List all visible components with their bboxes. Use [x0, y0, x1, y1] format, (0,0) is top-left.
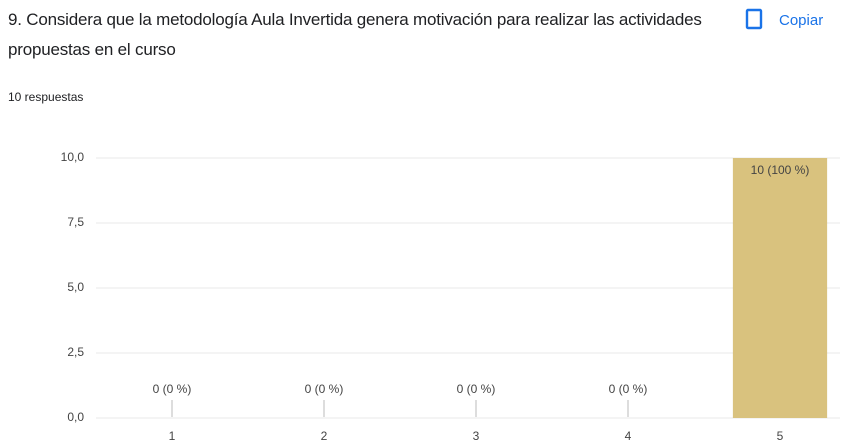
bar: [732, 158, 828, 418]
x-tick-label: 1: [169, 429, 176, 443]
copy-label[interactable]: Copiar: [779, 11, 824, 29]
y-tick-label: 7,5: [67, 215, 84, 229]
y-tick-label: 0,0: [67, 410, 84, 424]
x-tick-label: 3: [473, 429, 480, 443]
value-label: 0 (0 %): [153, 382, 192, 396]
copy-icon: [745, 8, 763, 30]
response-count: 10 respuestas: [8, 90, 84, 104]
x-tick-label: 5: [777, 429, 784, 443]
x-tick-label: 4: [625, 429, 632, 443]
y-tick-label: 10,0: [61, 150, 85, 164]
y-tick-label: 2,5: [67, 345, 84, 359]
value-label: 0 (0 %): [305, 382, 344, 396]
value-label: 0 (0 %): [457, 382, 496, 396]
value-label: 10 (100 %): [751, 163, 810, 177]
copy-button[interactable]: Copiar: [745, 8, 823, 32]
value-label: 0 (0 %): [609, 382, 648, 396]
y-tick-label: 5,0: [67, 280, 84, 294]
question-title: 9. Considera que la metodología Aula Inv…: [8, 10, 702, 59]
x-tick-label: 2: [321, 429, 328, 443]
